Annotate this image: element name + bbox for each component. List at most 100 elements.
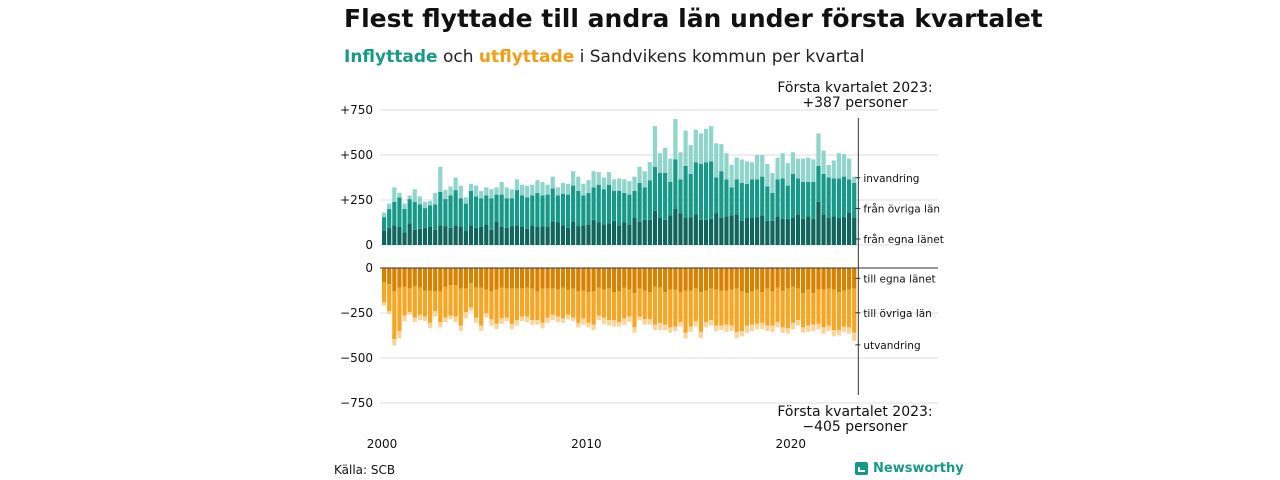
bar-inflow-own-county	[622, 222, 627, 245]
bar-outflow-own-county	[811, 268, 816, 294]
bar-inflow-own-county	[734, 214, 739, 245]
bar-inflow-immigration	[755, 155, 760, 180]
bar-inflow-other-counties	[663, 173, 668, 220]
bar-outflow-emigration	[698, 331, 704, 339]
bar-inflow-own-county	[729, 215, 734, 245]
bar-inflow-immigration	[555, 187, 560, 196]
bar-inflow-own-county	[668, 215, 673, 245]
bar-outflow-other-counties	[703, 290, 709, 322]
bar-inflow-own-county	[417, 228, 422, 245]
bar-outflow-own-county	[576, 268, 581, 292]
bar-outflow-emigration	[724, 324, 729, 332]
x-tick-label: 2010	[571, 437, 602, 451]
bar-outflow-other-counties	[601, 289, 606, 318]
bar-inflow-other-counties	[509, 198, 514, 227]
bar-inflow-immigration	[683, 130, 688, 166]
bar-inflow-other-counties	[417, 204, 422, 229]
bar-inflow-other-counties	[688, 173, 693, 218]
bar-outflow-emigration	[617, 322, 622, 327]
bar-outflow-other-counties	[647, 292, 652, 320]
source-note: Källa: SCB	[334, 463, 396, 477]
bar-inflow-immigration	[611, 179, 617, 191]
bar-inflow-own-county	[652, 210, 658, 245]
outflow-bars	[382, 268, 857, 346]
bar-inflow-own-county	[678, 213, 683, 245]
bar-inflow-immigration	[397, 192, 402, 198]
bar-inflow-immigration	[525, 185, 530, 198]
bar-inflow-own-county	[479, 227, 484, 245]
bar-outflow-own-county	[790, 268, 795, 287]
bar-outflow-other-counties	[780, 290, 785, 328]
bar-outflow-other-counties	[463, 288, 468, 313]
bar-outflow-own-county	[519, 268, 525, 289]
bar-inflow-other-counties	[657, 173, 663, 218]
y-tick-label: −750	[340, 396, 373, 410]
bar-inflow-own-county	[831, 216, 836, 245]
bar-inflow-own-county	[709, 218, 714, 245]
bar-inflow-own-county	[785, 218, 790, 245]
bar-inflow-other-counties	[382, 217, 387, 231]
bar-inflow-immigration	[811, 159, 816, 182]
subtitle-rest: i Sandvikens kommun per kvartal	[579, 47, 865, 67]
bar-outflow-emigration	[571, 317, 576, 322]
bar-outflow-emigration	[402, 315, 407, 322]
bar-outflow-other-counties	[422, 290, 428, 317]
bar-inflow-other-counties	[611, 191, 617, 221]
bar-inflow-other-counties	[627, 194, 632, 225]
bar-inflow-own-county	[565, 227, 571, 245]
bar-outflow-own-county	[816, 268, 821, 290]
bar-outflow-other-counties	[586, 292, 591, 323]
bar-outflow-emigration	[847, 327, 852, 334]
bar-outflow-own-county	[463, 268, 468, 289]
bar-outflow-emigration	[514, 320, 520, 326]
bar-inflow-own-county	[494, 221, 499, 245]
bar-inflow-immigration	[581, 183, 586, 196]
bar-inflow-immigration	[652, 126, 658, 167]
bar-outflow-own-county	[412, 268, 417, 286]
bar-inflow-other-counties	[622, 192, 627, 223]
bar-outflow-own-county	[632, 268, 637, 294]
chart-subtitle: Inflyttade och utflyttade i Sandvikens k…	[344, 47, 865, 67]
bar-inflow-immigration	[494, 187, 499, 195]
bar-inflow-own-county	[550, 221, 555, 245]
bar-outflow-other-counties	[540, 288, 545, 323]
bar-outflow-own-county	[397, 268, 402, 288]
bar-outflow-own-county	[657, 268, 663, 288]
bar-outflow-emigration	[765, 325, 770, 331]
bar-inflow-own-county	[647, 219, 652, 245]
y-tick-label: 0	[365, 261, 373, 275]
inflow-bars	[382, 119, 857, 245]
bar-outflow-own-county	[402, 268, 407, 287]
bar-outflow-other-counties	[555, 289, 560, 317]
bar-inflow-own-county	[392, 225, 397, 245]
bar-outflow-other-counties	[668, 289, 673, 328]
bar-inflow-immigration	[484, 187, 489, 196]
bar-inflow-other-counties	[581, 195, 586, 226]
bar-outflow-other-counties	[755, 289, 760, 324]
bar-outflow-own-county	[734, 268, 739, 289]
bar-outflow-emigration	[734, 331, 739, 339]
bar-inflow-own-county	[407, 223, 412, 245]
bar-outflow-emigration	[688, 326, 693, 332]
subtitle-utflyttade: utflyttade	[478, 47, 575, 67]
bar-inflow-immigration	[647, 162, 652, 181]
bar-outflow-emigration	[775, 322, 780, 328]
bar-outflow-other-counties	[473, 287, 479, 318]
bar-outflow-other-counties	[785, 288, 790, 329]
bar-inflow-other-counties	[606, 184, 612, 224]
bar-outflow-other-counties	[760, 292, 765, 323]
bar-inflow-immigration	[709, 126, 714, 162]
bar-inflow-immigration	[790, 152, 795, 174]
bar-inflow-own-county	[847, 212, 852, 245]
bar-inflow-immigration	[714, 143, 719, 178]
bar-inflow-other-counties	[555, 195, 560, 223]
bar-outflow-own-county	[479, 268, 484, 288]
bar-inflow-own-county	[806, 216, 811, 245]
bar-inflow-own-county	[703, 219, 709, 245]
bar-inflow-other-counties	[427, 205, 433, 227]
bar-inflow-immigration	[693, 129, 698, 163]
bar-inflow-other-counties	[586, 192, 591, 225]
bar-outflow-emigration	[852, 332, 857, 341]
bar-inflow-other-counties	[540, 195, 545, 227]
bar-inflow-own-county	[443, 226, 448, 245]
